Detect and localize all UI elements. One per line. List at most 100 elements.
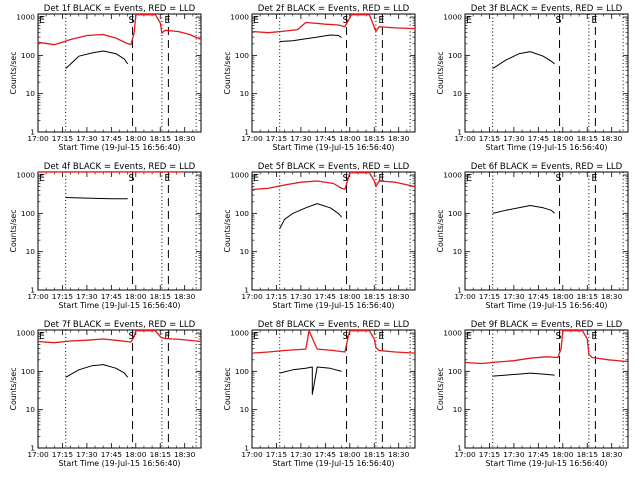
events-series-line xyxy=(492,372,555,377)
x-tick-label: 17:00 xyxy=(454,450,476,459)
y-tick-label: 1000 xyxy=(443,13,462,22)
y-tick-label: 1000 xyxy=(230,171,249,180)
panel-det-6: Det 6f BLACK = Events, RED = LLD 1 10 100 10… xyxy=(436,162,629,310)
x-tick-label: 17:30 xyxy=(503,450,525,459)
x-tick-label: 17:30 xyxy=(290,134,312,143)
marker-label-e: E xyxy=(591,331,597,342)
x-tick-label: 17:15 xyxy=(266,450,288,459)
marker-label-e: E xyxy=(378,173,384,184)
series-group xyxy=(492,205,555,214)
x-tick-label: 18:00 xyxy=(339,450,361,459)
lld-series-line xyxy=(38,14,201,46)
plot-frame xyxy=(37,171,202,291)
panel-title: Det 6f BLACK = Events, RED = LLD xyxy=(471,162,623,172)
y-tick-label: 10 xyxy=(453,405,463,414)
panel-title: Det 8f BLACK = Events, RED = LLD xyxy=(258,320,410,330)
lld-series-line xyxy=(465,330,628,365)
x-tick-label: 17:00 xyxy=(241,450,263,459)
marker-label-e: E xyxy=(253,173,259,184)
x-tick-label: 17:00 xyxy=(27,450,49,459)
x-tick-label: 18:15 xyxy=(364,292,386,301)
x-tick-label: 18:30 xyxy=(174,292,196,301)
marker-label-e: E xyxy=(466,331,472,342)
lld-series-line xyxy=(252,172,415,191)
y-axis-label: Counts/sec xyxy=(436,210,445,253)
x-tick-label: 17:30 xyxy=(76,134,98,143)
y-axis-label: Counts/sec xyxy=(9,52,18,95)
marker-label-e: E xyxy=(591,173,597,184)
marker-label-s: S xyxy=(343,173,349,184)
y-tick-label: 1 xyxy=(244,286,249,295)
marker-label-s: S xyxy=(129,173,135,184)
x-tick-label: 18:15 xyxy=(364,450,386,459)
y-tick-label: 1 xyxy=(244,444,249,453)
series-group xyxy=(252,172,415,229)
y-tick-label: 100 xyxy=(235,367,249,376)
y-tick-label: 1 xyxy=(457,444,462,453)
events-series-line xyxy=(279,34,342,42)
panel-det-2: Det 2f BLACK = Events, RED = LLD 1 10 100 10… xyxy=(223,4,416,152)
y-tick-label: 1 xyxy=(457,128,462,137)
plot-frame xyxy=(464,171,629,291)
x-tick-label: 18:00 xyxy=(125,292,147,301)
marker-label-e: E xyxy=(466,15,472,26)
x-tick-label: 18:00 xyxy=(339,292,361,301)
y-axis-label: Counts/sec xyxy=(436,368,445,411)
y-tick-label: 1000 xyxy=(230,13,249,22)
marker-label-e: E xyxy=(253,331,259,342)
marker-label-s: S xyxy=(343,331,349,342)
marker-label-e: E xyxy=(378,331,384,342)
x-tick-label: 17:15 xyxy=(52,292,74,301)
panel-det-9: Det 9f BLACK = Events, RED = LLD 1 10 100 10… xyxy=(436,320,629,468)
panel-title: Det 3f BLACK = Events, RED = LLD xyxy=(471,4,623,14)
panel-title: Det 4f BLACK = Events, RED = LLD xyxy=(44,162,196,172)
series-group xyxy=(38,172,185,200)
y-axis-label: Counts/sec xyxy=(9,210,18,253)
y-tick-label: 1 xyxy=(457,286,462,295)
x-tick-label: 18:00 xyxy=(125,134,147,143)
marker-label-s: S xyxy=(556,173,562,184)
x-axis-label: Start Time (19-Jul-15 16:56:40) xyxy=(273,301,395,310)
panel-det-4: Det 4f BLACK = Events, RED = LLD 1 10 100 10… xyxy=(9,162,202,310)
y-tick-label: 10 xyxy=(453,247,463,256)
x-tick-label: 18:15 xyxy=(150,450,172,459)
x-axis-label: Start Time (19-Jul-15 16:56:40) xyxy=(486,459,608,468)
marker-label-e: E xyxy=(378,15,384,26)
y-axis-label: Counts/sec xyxy=(223,368,232,411)
y-tick-label: 100 xyxy=(235,51,249,60)
x-tick-label: 17:30 xyxy=(76,450,98,459)
x-tick-label: 18:30 xyxy=(388,450,410,459)
y-tick-label: 100 xyxy=(21,209,35,218)
panel-title: Det 5f BLACK = Events, RED = LLD xyxy=(258,162,410,172)
lld-series-line xyxy=(252,14,415,34)
x-axis-label: Start Time (19-Jul-15 16:56:40) xyxy=(59,459,181,468)
marker-label-e: E xyxy=(253,15,259,26)
marker-label-e: E xyxy=(164,173,170,184)
marker-label-e: E xyxy=(466,173,472,184)
x-tick-label: 17:45 xyxy=(315,450,337,459)
x-tick-label: 17:30 xyxy=(290,450,312,459)
x-tick-label: 17:15 xyxy=(52,450,74,459)
x-tick-label: 18:15 xyxy=(150,134,172,143)
marker-label-s: S xyxy=(343,15,349,26)
panel-grid: Det 1f BLACK = Events, RED = LLD 1 10 100 10… xyxy=(9,4,629,468)
plot-frame xyxy=(464,13,629,133)
y-axis-label: Counts/sec xyxy=(9,368,18,411)
series-group xyxy=(465,330,628,377)
x-tick-label: 18:00 xyxy=(125,450,147,459)
x-tick-label: 17:45 xyxy=(315,292,337,301)
marker-label-e: E xyxy=(39,173,45,184)
x-tick-label: 17:30 xyxy=(290,292,312,301)
x-axis-label: Start Time (19-Jul-15 16:56:40) xyxy=(273,459,395,468)
x-tick-label: 17:30 xyxy=(76,292,98,301)
x-tick-label: 18:15 xyxy=(364,134,386,143)
y-tick-label: 10 xyxy=(240,405,250,414)
x-tick-label: 17:00 xyxy=(241,292,263,301)
y-tick-label: 1000 xyxy=(16,13,35,22)
x-axis-label: Start Time (19-Jul-15 16:56:40) xyxy=(273,143,395,152)
x-tick-label: 17:15 xyxy=(479,450,501,459)
marker-label-s: S xyxy=(129,15,135,26)
panel-det-3: Det 3f BLACK = Events, RED = LLD 1 10 100 10… xyxy=(436,4,629,152)
x-axis-label: Start Time (19-Jul-15 16:56:40) xyxy=(486,143,608,152)
marker-label-s: S xyxy=(129,331,135,342)
